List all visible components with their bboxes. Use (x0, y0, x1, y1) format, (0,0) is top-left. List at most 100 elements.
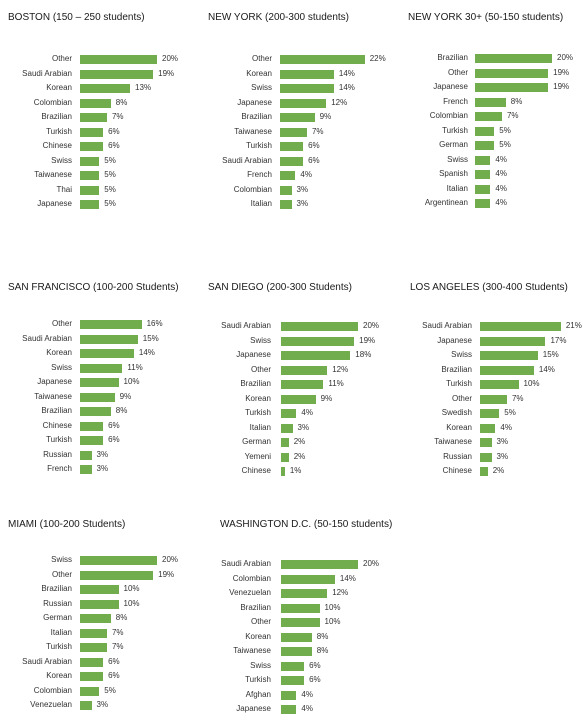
value-label: 14% (538, 364, 555, 374)
category-label: Swiss (447, 154, 468, 164)
value-label: 3% (96, 700, 109, 709)
value-label: 20% (363, 321, 380, 330)
bar (80, 392, 115, 402)
bar (281, 705, 297, 714)
category-label: Thai (56, 184, 72, 194)
category-label: Turkish (46, 435, 72, 444)
value-label: 4% (301, 704, 313, 713)
value-label: 6% (308, 141, 320, 150)
value-label: 10% (123, 584, 140, 593)
category-label: Saudi Arabian (222, 155, 272, 165)
value-label: 9% (319, 112, 332, 121)
bar (281, 647, 312, 656)
bar (80, 185, 100, 195)
bar (280, 156, 304, 166)
bar (475, 184, 491, 194)
bar (480, 322, 561, 331)
category-label: Argentinean (424, 198, 468, 207)
value-label: 20% (162, 555, 179, 564)
category-label: Swedish (441, 408, 472, 417)
value-label: 5% (104, 199, 116, 208)
value-label: 7% (311, 126, 324, 136)
category-label: Swiss (250, 660, 271, 670)
bar (480, 467, 488, 476)
category-label: Saudi Arabian (221, 321, 271, 330)
value-label: 16% (146, 319, 163, 328)
value-label: 3% (297, 422, 310, 432)
value-label: 6% (309, 675, 321, 684)
category-label: Afghan (245, 689, 271, 699)
value-label: 6% (108, 126, 120, 136)
value-label: 11% (328, 379, 344, 388)
category-label: Japanese (37, 199, 72, 208)
category-label: Chinese (241, 466, 271, 475)
category-label: Russian (43, 598, 72, 608)
category-label: Swiss (51, 155, 72, 165)
category-label: Russian (443, 451, 472, 461)
bar (475, 112, 502, 121)
value-label: 5% (104, 184, 116, 194)
value-label: 19% (359, 335, 376, 345)
bar (280, 84, 334, 93)
bar (80, 84, 131, 93)
value-label: 4% (300, 170, 312, 179)
category-label: Korean (46, 348, 72, 357)
category-label: Saudi Arabian (22, 68, 72, 78)
value-label: 6% (108, 141, 120, 150)
value-label: 4% (495, 154, 507, 164)
category-label: Colombian (233, 184, 272, 194)
bar (281, 351, 351, 360)
value-label: 14% (338, 83, 355, 92)
bar (480, 452, 492, 462)
value-label: 20% (557, 53, 574, 62)
bar (281, 452, 289, 462)
bar (80, 421, 104, 431)
bar (280, 127, 307, 137)
bar (480, 394, 507, 404)
bar (80, 55, 157, 64)
value-label: 6% (108, 435, 120, 444)
value-label: 10% (324, 617, 341, 626)
value-label: 19% (553, 67, 570, 77)
category-label: French (247, 170, 272, 179)
value-label: 10% (123, 598, 140, 608)
value-label: 21% (565, 321, 582, 330)
value-label: 14% (339, 573, 356, 583)
bar (281, 394, 316, 404)
bar (281, 632, 312, 642)
value-label: 7% (111, 112, 124, 121)
category-label: Japanese (236, 704, 271, 713)
category-label: Other (51, 54, 72, 63)
value-label: 3% (296, 184, 309, 194)
bar (475, 83, 549, 92)
bar (80, 378, 119, 387)
bar (475, 126, 495, 136)
bar (80, 127, 104, 137)
bar (480, 423, 496, 433)
bar (280, 185, 292, 195)
bar (280, 55, 365, 64)
value-label: 8% (115, 97, 128, 107)
bar (80, 436, 104, 445)
bar (475, 54, 552, 63)
value-label: 10% (324, 602, 341, 612)
value-label: 17% (550, 335, 567, 345)
bar (281, 560, 358, 569)
category-label: Brazilian (41, 584, 72, 593)
category-label: Colombian (33, 685, 72, 695)
bar (80, 556, 157, 565)
bar (281, 336, 355, 346)
value-label: 18% (355, 350, 372, 359)
category-label: Russian (43, 449, 72, 459)
bar (80, 320, 142, 329)
category-label: Other (447, 67, 468, 77)
value-label: 14% (138, 348, 155, 357)
category-label: Chinese (42, 420, 72, 430)
value-label: 3% (496, 437, 509, 446)
bar (281, 365, 328, 375)
category-label: Other (250, 364, 271, 374)
value-label: 15% (142, 333, 159, 343)
bar (280, 69, 334, 79)
category-label: Taiwanese (233, 646, 271, 655)
value-label: 4% (495, 198, 507, 207)
